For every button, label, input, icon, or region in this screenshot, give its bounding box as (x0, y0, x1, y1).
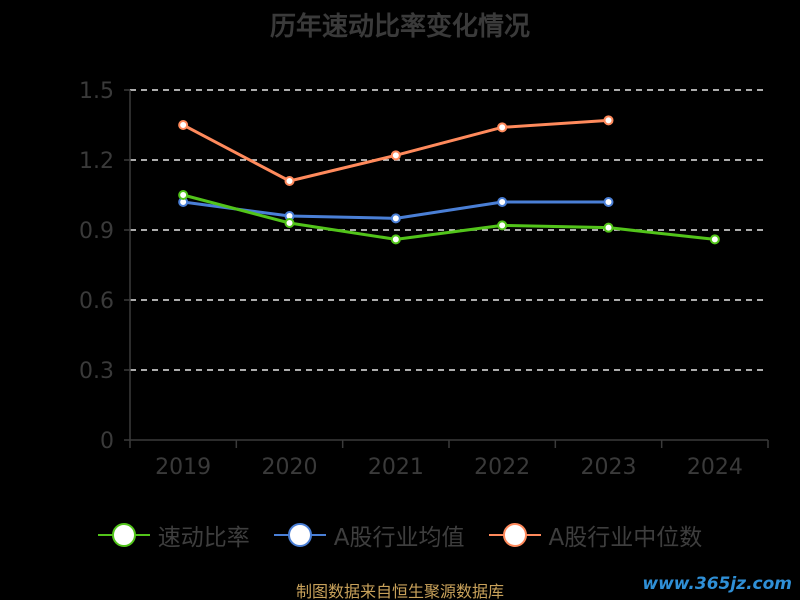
series-point-2 (284, 176, 295, 186)
series-point-1 (390, 213, 401, 224)
y-tick-label: 0.6 (79, 289, 114, 314)
y-tick-label: 1.5 (79, 79, 114, 104)
series-point-0 (390, 234, 401, 245)
legend-item-industry-mean[interactable]: A股行业均值 (273, 518, 465, 552)
x-tick-label: 2022 (474, 455, 530, 480)
chart-title: 历年速动比率变化情况 (269, 12, 530, 42)
legend-dot-quick-ratio (111, 523, 136, 547)
series-point-0 (709, 234, 720, 245)
y-tick-label: 0 (100, 429, 114, 454)
legend-dot-industry-mean (287, 523, 312, 547)
legend-swatch-quick-ratio (97, 520, 150, 550)
series-point-0 (603, 222, 614, 233)
chart-legend: 速动比率 A股行业均值 A股行业中位数 (0, 518, 800, 552)
series-point-1 (603, 197, 614, 207)
series-point-0 (284, 218, 295, 228)
series-point-1 (497, 197, 508, 207)
legend-item-industry-median[interactable]: A股行业中位数 (488, 518, 703, 552)
x-tick-label: 2019 (155, 455, 211, 480)
x-tick-label: 2021 (368, 455, 424, 480)
series-point-0 (497, 220, 508, 231)
data-source-note: 制图数据来自恒生聚源数据库 (295, 582, 504, 600)
legend-swatch-industry-mean (273, 520, 326, 550)
x-tick-label: 2023 (581, 455, 637, 480)
legend-label-industry-median: A股行业中位数 (548, 525, 703, 551)
legend-dot-industry-median (502, 523, 527, 547)
series-point-2 (603, 115, 614, 126)
y-tick-label: 1.2 (79, 149, 114, 174)
x-tick-label: 2020 (262, 455, 318, 480)
series-point-0 (178, 190, 189, 200)
series-point-2 (497, 122, 508, 133)
legend-label-quick-ratio: 速动比率 (157, 525, 250, 551)
y-tick-label: 0.3 (79, 359, 114, 384)
series-line-0 (182, 193, 715, 241)
series-point-2 (390, 150, 401, 161)
series-point-2 (178, 120, 189, 130)
legend-item-quick-ratio[interactable]: 速动比率 (97, 518, 250, 552)
y-tick-label: 0.9 (79, 219, 114, 244)
watermark-logo: www.365jz.com (642, 574, 792, 594)
legend-label-industry-mean: A股行业均值 (333, 525, 465, 551)
x-tick-label: 2024 (687, 455, 743, 480)
legend-swatch-industry-median (488, 520, 541, 550)
